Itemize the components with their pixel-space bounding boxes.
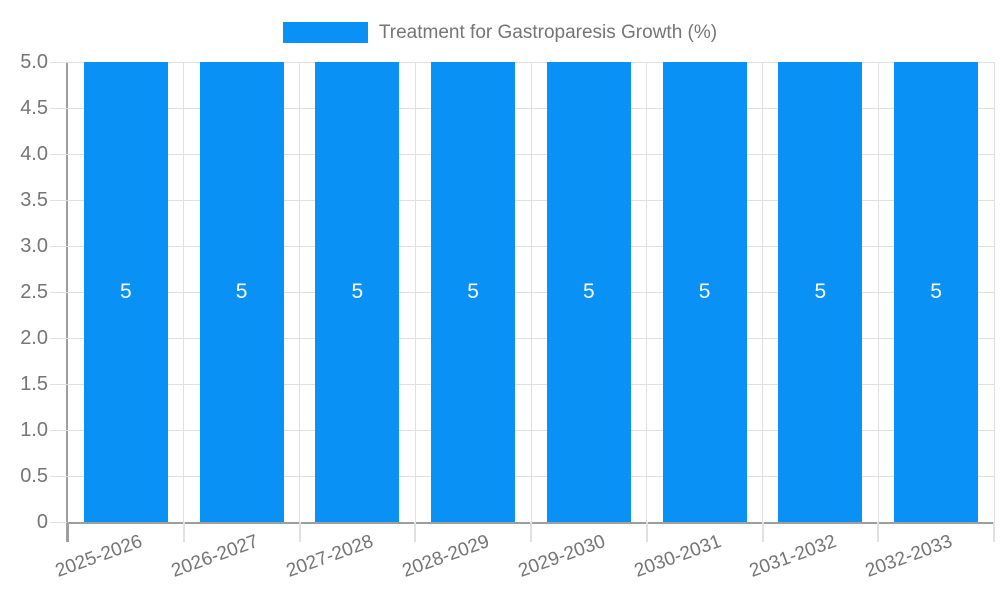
gridline-vertical [299, 62, 300, 522]
y-axis-tick-label: 5.0 [20, 51, 48, 73]
bar-value-label: 5 [120, 280, 132, 303]
gridline-vertical [646, 62, 648, 522]
gridline-vertical [877, 62, 879, 522]
x-axis-tick [761, 522, 764, 542]
plot-area: 5 5 5 5 5 5 5 5 [68, 61, 995, 522]
y-axis-tick-label: 4.0 [20, 143, 48, 165]
x-axis-tick [414, 522, 417, 542]
bar: 5 [546, 62, 631, 522]
x-axis-tick [298, 522, 301, 542]
y-axis-tick [50, 61, 68, 63]
bar-value-label: 5 [351, 280, 364, 303]
bar-value-label: 5 [235, 280, 248, 303]
x-axis-tick [530, 522, 532, 542]
y-axis-tick [50, 291, 68, 293]
y-axis-tick [50, 199, 68, 201]
bar: 5 [315, 62, 400, 522]
y-axis-tick-label: 1.0 [20, 419, 48, 441]
y-axis-tick [50, 153, 68, 155]
y-axis-tick [50, 245, 68, 247]
x-axis-tick [877, 522, 880, 542]
bar: 5 [199, 62, 284, 522]
bar-value-label: 5 [698, 280, 711, 303]
y-axis-tick [50, 521, 68, 523]
gridline-vertical [530, 62, 532, 522]
bar: 5 [778, 62, 863, 522]
gridline-vertical [993, 62, 995, 522]
y-axis-tick [50, 383, 68, 385]
y-axis-tick [50, 107, 68, 109]
gridline-vertical [414, 62, 416, 522]
y-axis-tick-label: 1.5 [20, 373, 48, 395]
x-axis-tick [993, 522, 995, 542]
y-axis-tick [50, 337, 68, 339]
bar: 5 [894, 62, 979, 522]
bar-value-label: 5 [467, 280, 479, 303]
bar-value-label: 5 [814, 280, 827, 303]
legend-label: Treatment for Gastroparesis Growth (%) [378, 21, 718, 43]
y-axis-tick-label: 3.0 [20, 235, 48, 257]
bar-value-label: 5 [930, 280, 942, 303]
gridline-vertical [183, 62, 185, 522]
y-axis-tick-label: 0 [36, 511, 48, 533]
legend-swatch [282, 21, 368, 43]
bar: 5 [662, 62, 747, 522]
gridline-vertical [762, 62, 763, 522]
bar-value-label: 5 [583, 280, 595, 303]
bar: 5 [431, 62, 516, 522]
x-axis-tick [645, 522, 648, 542]
y-axis-tick-label: 0.5 [20, 465, 48, 487]
bar: 5 [83, 62, 168, 522]
y-axis-tick-label: 2.0 [20, 327, 48, 349]
x-axis-tick [182, 522, 185, 542]
y-axis-line [66, 62, 68, 542]
y-axis-tick-label: 4.5 [20, 97, 48, 119]
y-axis-tick-label: 2.5 [20, 281, 48, 303]
x-axis-tick [67, 522, 69, 542]
y-axis-tick [50, 475, 68, 477]
y-axis-tick-label: 3.5 [20, 189, 48, 211]
legend: Treatment for Gastroparesis Growth (%) [0, 18, 1000, 46]
y-axis-tick [50, 429, 68, 431]
